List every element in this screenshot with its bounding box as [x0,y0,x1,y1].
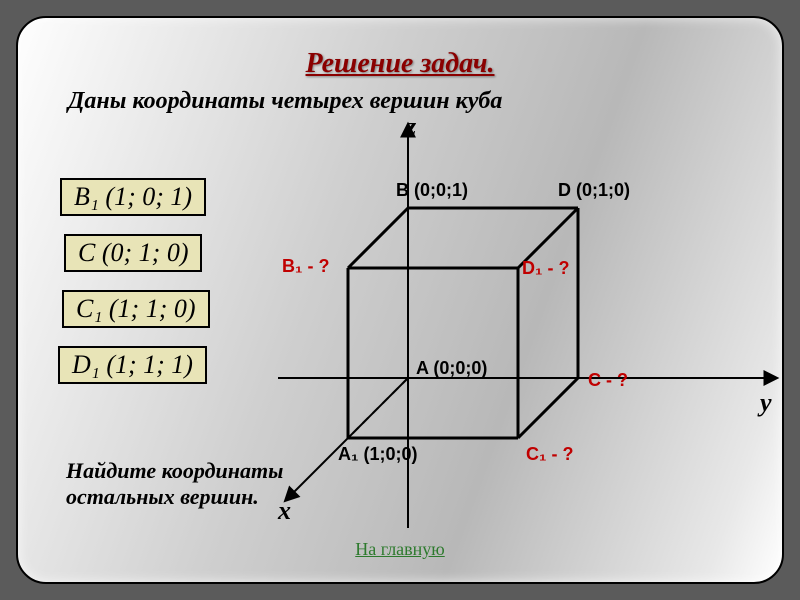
axis-y-label: y [760,388,772,418]
label-D1-q: D₁ - ? [522,258,569,279]
home-link[interactable]: На главную [18,539,782,560]
cube-diagram: z y x B (0;0;1) D (0;1;0) A (0;0;0) A₁ (… [278,118,788,548]
label-B1-q: B₁ - ? [282,256,329,277]
answer-c1: C₁ (1; 1; 0) [62,290,210,328]
answer-c: C (0; 1; 0) [64,234,202,272]
slide-background: Решение задач. Даны координаты четырех в… [0,0,800,600]
cube-svg [278,118,788,548]
label-A: A (0;0;0) [416,358,487,379]
label-C-q: C - ? [588,370,628,391]
slide-title: Решение задач. [18,48,782,80]
label-C1-q: C₁ - ? [526,444,573,465]
label-D: D (0;1;0) [558,180,630,201]
axis-x-label: x [278,496,291,526]
task-text: Найдите координаты остальных вершин. [66,458,286,511]
slide-frame: Решение задач. Даны координаты четырех в… [16,16,784,584]
axis-z-label: z [406,112,416,142]
answer-b1: B₁ (1; 0; 1) [60,178,206,216]
answer-d1: D₁ (1; 1; 1) [58,346,207,384]
label-B: B (0;0;1) [396,180,468,201]
label-A1: A₁ (1;0;0) [338,444,417,465]
slide-subtitle: Даны координаты четырех вершин куба [68,88,502,115]
